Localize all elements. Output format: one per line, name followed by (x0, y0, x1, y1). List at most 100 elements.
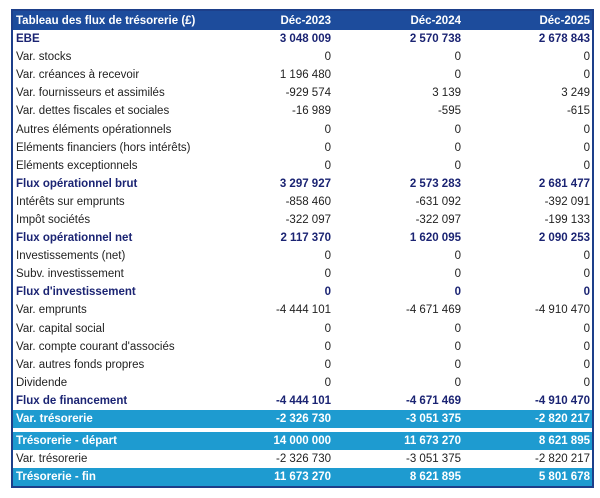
row-value: -4 910 470 (535, 394, 590, 407)
table-title: Tableau des flux de trésorerie (£) (16, 14, 196, 27)
row-value: 0 (324, 51, 331, 64)
row-value: 0 (324, 322, 331, 335)
table-row: Var. dettes fiscales et sociales -16 989 -… (13, 102, 592, 120)
row-label: Var. trésorerie (16, 453, 88, 466)
row-label: Var. capital social (16, 322, 105, 335)
row-label: Flux de financement (16, 394, 128, 407)
row-value: 0 (583, 51, 590, 64)
row-value: -4 910 470 (535, 304, 590, 317)
table-row: Var. autres fonds propres 0 0 0 (13, 356, 592, 374)
table-row: Dividende 0 0 0 (13, 374, 592, 392)
row-value: 0 (583, 340, 590, 353)
row-value: 2 570 738 (409, 33, 461, 46)
table-row: Var. trésorerie -2 326 730 -3 051 375 -2 82… (13, 450, 592, 468)
row-label: Var. fournisseurs et assimilés (16, 87, 165, 100)
table-row: Flux opérationnel net 2 117 370 1 620 095 2… (13, 229, 592, 247)
table-row: Impôt sociétés -322 097 -322 097 -199 133 (13, 211, 592, 229)
row-value: 0 (324, 268, 331, 281)
row-value: 0 (324, 376, 331, 389)
row-value: 0 (583, 69, 590, 82)
row-label: Var. dettes fiscales et sociales (16, 105, 170, 118)
row-label: Dividende (16, 376, 68, 389)
row-value: 2 681 477 (538, 177, 590, 190)
row-label: EBE (16, 33, 40, 46)
row-value: -16 989 (291, 105, 331, 118)
row-value: 0 (454, 322, 461, 335)
row-label: Flux opérationnel net (16, 232, 133, 245)
row-value: 14 000 000 (273, 435, 331, 448)
table-row: Var. stocks 0 0 0 (13, 48, 592, 66)
row-value: 0 (583, 376, 590, 389)
row-value: 0 (324, 250, 331, 263)
row-label: Intérêts sur emprunts (16, 195, 125, 208)
row-label: Investissements (net) (16, 250, 126, 263)
row-label: Eléments exceptionnels (16, 159, 138, 172)
row-label: Autres éléments opérationnels (16, 123, 172, 136)
row-label: Var. emprunts (16, 304, 87, 317)
table-row: Var. capital social 0 0 0 (13, 320, 592, 338)
table-row: Trésorerie - départ 14 000 000 11 673 270 8… (13, 432, 592, 451)
row-value: 0 (324, 123, 331, 136)
row-value: 0 (324, 286, 331, 299)
column-header: Déc-2023 (280, 14, 331, 27)
row-label: Var. créances à recevoir (16, 69, 140, 82)
row-value: 0 (324, 340, 331, 353)
row-label: Flux opérationnel brut (16, 177, 138, 190)
table-row: Intérêts sur emprunts -858 460 -631 092 -39… (13, 193, 592, 211)
row-value: 11 673 270 (404, 435, 461, 448)
column-header: Déc-2024 (410, 14, 461, 27)
row-label: Trésorerie - départ (16, 435, 117, 448)
row-value: 0 (454, 358, 461, 371)
row-value: 11 673 270 (274, 471, 331, 484)
row-value: 0 (454, 69, 461, 82)
row-value: -199 133 (544, 213, 590, 226)
row-value: 3 048 009 (279, 33, 331, 46)
row-value: -4 671 469 (406, 394, 461, 407)
table-row: Var. trésorerie -2 326 730 -3 051 375 -2 82… (13, 409, 592, 429)
row-value: 0 (583, 358, 590, 371)
row-label: Var. trésorerie (16, 413, 93, 426)
table-row: Var. créances à recevoir 1 196 480 0 0 (13, 66, 592, 84)
row-value: 3 249 (561, 87, 590, 100)
row-value: 0 (583, 322, 590, 335)
row-value: -2 326 730 (276, 413, 331, 426)
row-label: Eléments financiers (hors intérêts) (16, 141, 191, 154)
row-value: 0 (454, 250, 461, 263)
row-value: 3 139 (432, 87, 461, 100)
row-label: Var. compte courant d'associés (16, 340, 175, 353)
row-label: Var. autres fonds propres (16, 358, 145, 371)
row-label: Subv. investissement (16, 268, 124, 281)
row-label: Var. stocks (16, 51, 72, 64)
row-value: -3 051 375 (406, 453, 461, 466)
row-value: 0 (583, 141, 590, 154)
row-value: -2 820 217 (535, 413, 590, 426)
row-value: -392 091 (544, 195, 590, 208)
row-value: -858 460 (285, 195, 331, 208)
table-row: Trésorerie - fin 11 673 270 8 621 895 5 801… (13, 468, 592, 487)
row-value: 0 (583, 250, 590, 263)
table-row: Investissements (net) 0 0 0 (13, 247, 592, 265)
row-value: 2 090 253 (538, 232, 590, 245)
row-value: -322 097 (415, 213, 461, 226)
table-row: Eléments exceptionnels 0 0 0 (13, 157, 592, 175)
row-value: 0 (324, 141, 331, 154)
row-value: 0 (454, 268, 461, 281)
row-value: 2 573 283 (409, 177, 461, 190)
row-value: -2 326 730 (276, 453, 331, 466)
table-row: Eléments financiers (hors intérêts) 0 0 0 (13, 139, 592, 157)
table-row: Subv. investissement 0 0 0 (13, 265, 592, 283)
row-value: 1 196 480 (279, 69, 331, 82)
row-value: -929 574 (285, 87, 331, 100)
row-value: 0 (454, 51, 461, 64)
table-row: Flux d'investissement 0 0 0 (13, 283, 592, 301)
table-row: EBE 3 048 009 2 570 738 2 678 843 (13, 30, 592, 48)
row-value: 0 (454, 286, 461, 299)
row-value: -595 (437, 105, 461, 118)
row-value: 1 620 095 (409, 232, 461, 245)
row-value: 0 (324, 358, 331, 371)
row-value: 0 (583, 268, 590, 281)
row-value: -4 671 469 (406, 304, 461, 317)
table-row: Flux de financement -4 444 101 -4 671 469 -… (13, 392, 592, 410)
row-label: Trésorerie - fin (16, 471, 96, 484)
cash-flow-table: Tableau des flux de trésorerie (£) Déc-2… (11, 9, 594, 489)
